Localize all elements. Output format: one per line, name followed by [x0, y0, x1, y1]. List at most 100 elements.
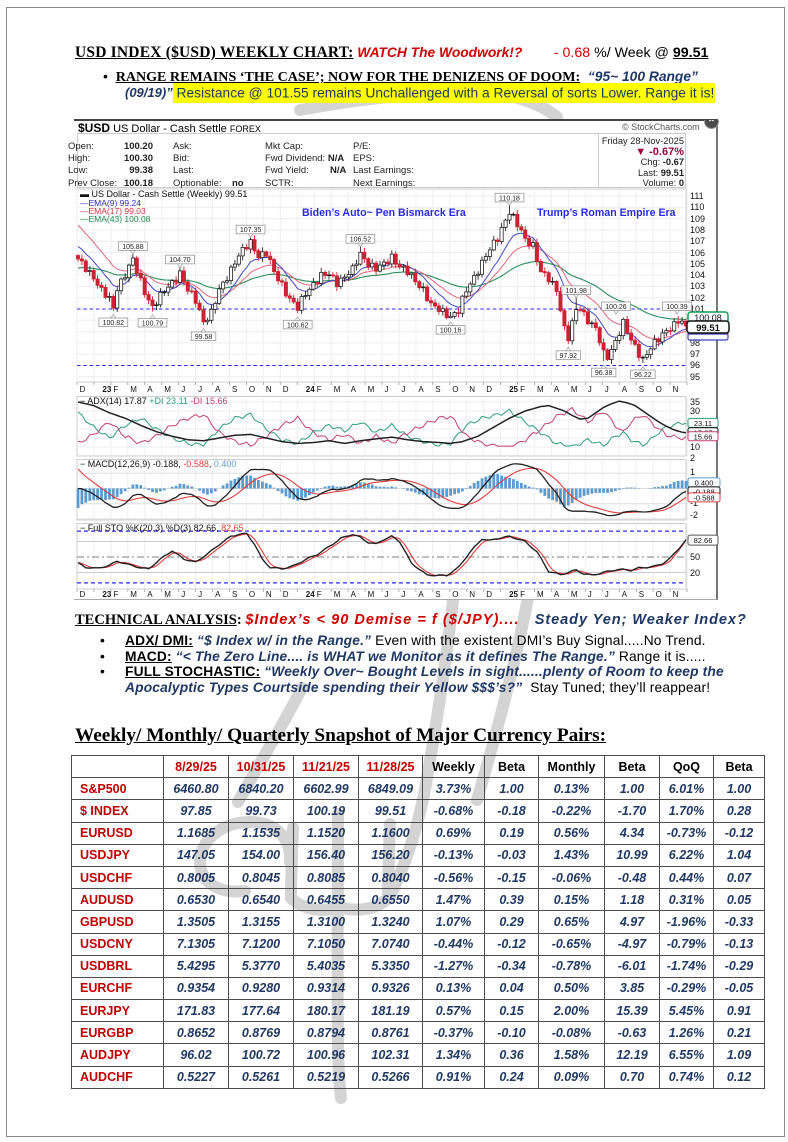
svg-text:D: D	[486, 385, 492, 394]
svg-text:A: A	[418, 385, 424, 394]
svg-text:98: 98	[690, 338, 700, 348]
svg-text:N: N	[266, 590, 272, 599]
svg-text:100.26: 100.26	[605, 304, 627, 311]
svg-text:O: O	[656, 590, 662, 599]
svg-text:D: D	[80, 590, 86, 599]
svg-text:82.66: 82.66	[694, 536, 713, 545]
svg-text:M: M	[164, 385, 171, 394]
svg-text:S: S	[639, 590, 644, 599]
svg-text:F: F	[317, 590, 322, 599]
svg-text:F: F	[317, 385, 322, 394]
svg-text:J: J	[385, 590, 389, 599]
svg-text:-2: -2	[690, 510, 698, 520]
svg-text:S: S	[232, 385, 237, 394]
svg-text:− ADX(14) 17.87 +DI 23.11 -DI: − ADX(14) 17.87 +DI 23.11 -DI 15.66	[80, 396, 227, 406]
svg-text:104: 104	[690, 270, 705, 280]
svg-text:24: 24	[306, 385, 315, 394]
svg-text:J: J	[401, 385, 405, 394]
svg-text:O: O	[656, 385, 662, 394]
svg-text:M: M	[334, 590, 341, 599]
svg-text:50: 50	[690, 552, 700, 562]
svg-text:104.70: 104.70	[169, 257, 191, 264]
svg-text:35: 35	[690, 397, 700, 407]
svg-text:106: 106	[690, 248, 705, 258]
svg-text:23: 23	[102, 590, 111, 599]
svg-text:A: A	[554, 385, 560, 394]
svg-text:N: N	[673, 385, 679, 394]
svg-text:100.16: 100.16	[440, 328, 462, 335]
svg-text:20: 20	[690, 568, 700, 578]
svg-text:105.88: 105.88	[122, 244, 144, 251]
svg-text:30: 30	[690, 406, 700, 416]
svg-text:A: A	[351, 590, 357, 599]
svg-text:101.98: 101.98	[565, 288, 587, 295]
svg-text:S: S	[435, 590, 440, 599]
svg-text:103: 103	[690, 281, 705, 291]
svg-text:100.79: 100.79	[142, 320, 164, 327]
svg-text:—EMA(43) 100.08: —EMA(43) 100.08	[80, 214, 151, 224]
svg-text:N: N	[469, 590, 475, 599]
svg-text:2: 2	[690, 453, 695, 463]
svg-text:—EMA(17) 99.03: —EMA(17) 99.03	[80, 206, 146, 216]
svg-text:S: S	[435, 385, 440, 394]
svg-text:A: A	[147, 590, 153, 599]
svg-text:96.22: 96.22	[634, 372, 652, 379]
svg-text:0.400: 0.400	[695, 478, 714, 487]
svg-text:M: M	[571, 590, 578, 599]
svg-text:M: M	[368, 385, 375, 394]
svg-text:108: 108	[690, 225, 705, 235]
svg-text:111: 111	[690, 191, 704, 201]
svg-text:15.66: 15.66	[694, 432, 713, 441]
svg-text:N: N	[266, 385, 272, 394]
svg-text:106.52: 106.52	[350, 237, 372, 244]
svg-text:99.58: 99.58	[195, 334, 213, 341]
svg-text:101: 101	[690, 304, 705, 314]
svg-text:D: D	[486, 590, 492, 599]
svg-text:A: A	[622, 590, 628, 599]
svg-text:Trump’s Roman Empire Era: Trump’s Roman Empire Era	[537, 207, 676, 219]
svg-text:M: M	[130, 590, 137, 599]
svg-text:105: 105	[690, 259, 705, 269]
svg-text:100.08: 100.08	[694, 313, 722, 323]
svg-text:▬ US Dollar - Cash Settle (Wee: ▬ US Dollar - Cash Settle (Weekly) 99.51	[80, 189, 247, 199]
svg-text:110: 110	[690, 202, 704, 212]
svg-text:D: D	[80, 385, 86, 394]
svg-text:J: J	[198, 385, 202, 394]
svg-text:102: 102	[690, 293, 705, 303]
svg-text:S: S	[639, 385, 644, 394]
svg-text:25: 25	[509, 590, 518, 599]
svg-text:N: N	[469, 385, 475, 394]
svg-text:A: A	[418, 590, 424, 599]
svg-text:100.39: 100.39	[666, 304, 688, 311]
svg-text:O: O	[452, 385, 458, 394]
svg-text:J: J	[181, 385, 185, 394]
svg-text:95: 95	[690, 372, 700, 382]
svg-text:107: 107	[690, 236, 705, 246]
svg-text:A: A	[622, 385, 628, 394]
svg-text:109: 109	[690, 214, 705, 224]
svg-text:J: J	[588, 385, 592, 394]
svg-text:M: M	[334, 385, 341, 394]
svg-text:M: M	[368, 590, 375, 599]
svg-text:110.18: 110.18	[499, 195, 520, 202]
svg-text:D: D	[283, 590, 289, 599]
svg-text:25: 25	[509, 385, 518, 394]
svg-text:-1: -1	[690, 498, 698, 508]
svg-text:F: F	[113, 385, 118, 394]
svg-text:O: O	[452, 590, 458, 599]
svg-text:96.38: 96.38	[595, 370, 613, 377]
svg-text:-0.188: -0.188	[693, 487, 714, 496]
svg-text:-0.588: -0.588	[693, 493, 714, 502]
svg-text:A: A	[215, 590, 221, 599]
svg-text:100.62: 100.62	[287, 322, 309, 329]
svg-text:97.92: 97.92	[560, 353, 578, 360]
svg-text:J: J	[401, 590, 405, 599]
svg-text:M: M	[537, 385, 544, 394]
svg-text:99.51: 99.51	[696, 323, 720, 334]
svg-text:96: 96	[690, 360, 700, 370]
svg-text:24: 24	[306, 590, 315, 599]
svg-text:100.82: 100.82	[103, 320, 125, 327]
svg-text:J: J	[588, 590, 592, 599]
svg-text:J: J	[181, 590, 185, 599]
svg-text:M: M	[571, 385, 578, 394]
